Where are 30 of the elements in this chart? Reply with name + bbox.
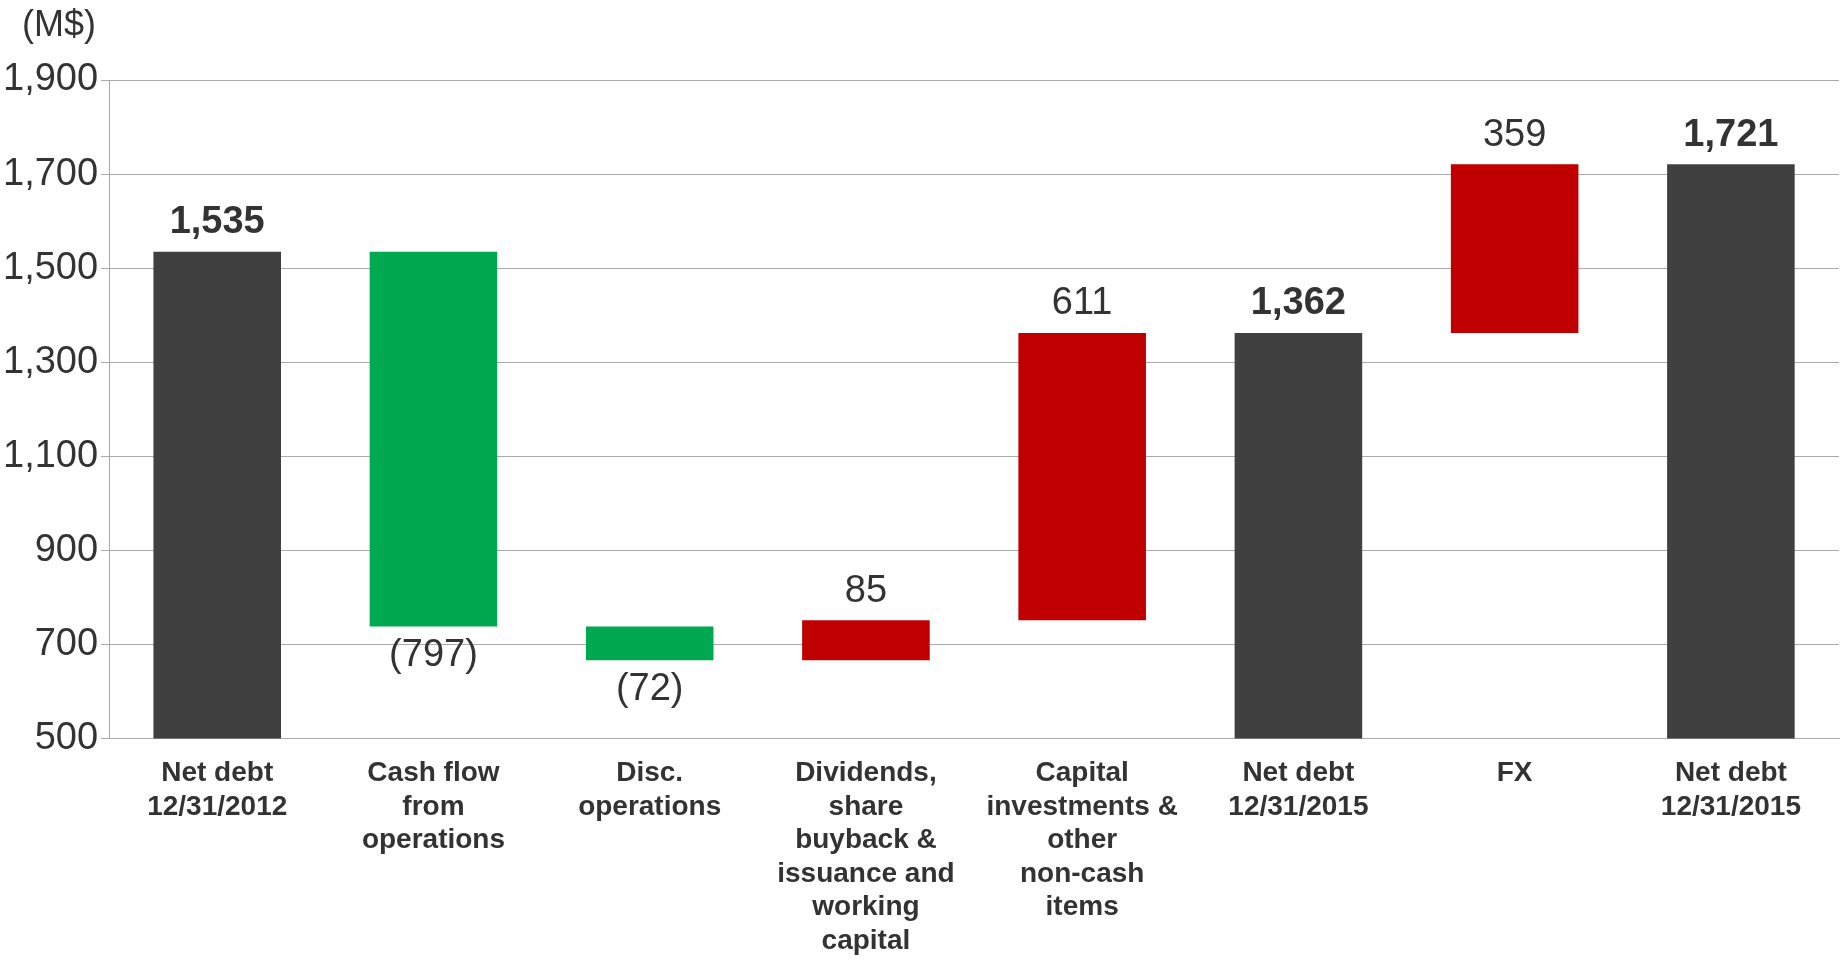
- y-tick-label: 700: [34, 620, 99, 663]
- bar: [369, 251, 498, 627]
- data-label: (797): [389, 631, 478, 674]
- bar: [1018, 333, 1146, 621]
- x-tick-label: FX: [1496, 755, 1533, 787]
- bar: [802, 620, 930, 661]
- data-label: 611: [1051, 280, 1113, 323]
- y-axis-title: (M$): [22, 2, 96, 44]
- x-tick-label: Dividends, share buyback & issuance and working capital: [777, 755, 955, 955]
- data-label: (72): [615, 665, 684, 708]
- y-tick-label: 1,700: [3, 150, 99, 193]
- data-label: 1,535: [169, 199, 265, 242]
- y-tick-label: 1,100: [3, 432, 99, 475]
- bar: [585, 626, 714, 661]
- data-label: 1,721: [1683, 111, 1779, 154]
- y-tick-label: 1,300: [3, 338, 99, 381]
- y-tick-label: 1,500: [3, 244, 99, 287]
- data-label: 359: [1482, 111, 1547, 154]
- data-label: 85: [844, 567, 888, 610]
- data-label: 1,362: [1250, 280, 1346, 323]
- x-tick-label: Net debt 12/31/2015: [1228, 755, 1369, 821]
- y-tick-label: 500: [34, 714, 99, 757]
- x-tick-label: Disc. operations: [578, 755, 722, 821]
- y-tick-label: 1,900: [3, 56, 99, 99]
- bar: [1450, 164, 1579, 334]
- x-tick-label: Capital investments & other non-cash items: [986, 755, 1178, 922]
- x-tick-label: Cash flow from operations: [361, 755, 506, 855]
- x-tick-label: Net debt 12/31/2015: [1660, 755, 1801, 821]
- y-tick-label: 900: [34, 526, 99, 569]
- x-tick-label: Net debt 12/31/2012: [147, 755, 288, 821]
